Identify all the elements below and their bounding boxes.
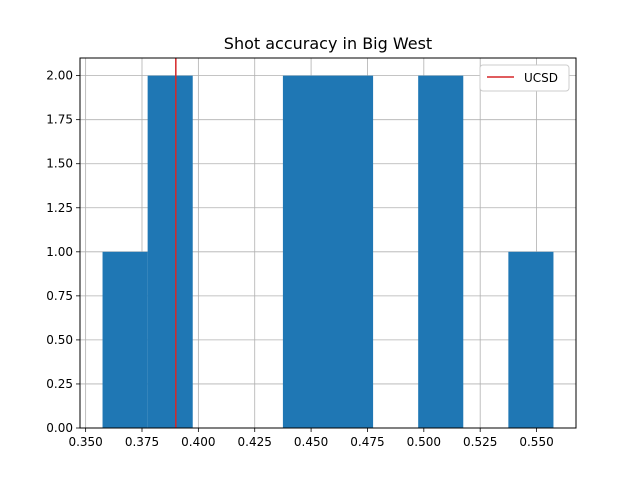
x-axis-ticks: 0.350 0.375 0.400 0.425 0.450 0.475 0.500 0.525… [68, 428, 554, 449]
histogram-bar [418, 75, 464, 428]
y-tick-label: 0.25 [46, 377, 73, 391]
y-tick-label: 1.25 [46, 201, 73, 215]
histogram-bar [328, 75, 374, 428]
histogram-bar [102, 251, 148, 428]
legend-box [479, 64, 570, 92]
x-tick-label: 0.450 [294, 435, 328, 449]
bars-layer [102, 75, 554, 428]
histogram-bar [147, 75, 193, 428]
x-tick-label: 0.400 [181, 435, 215, 449]
plot-frame [79, 57, 577, 429]
chart-title: Shot accuracy in Big West [224, 34, 432, 53]
y-axis-ticks: 0.00 0.25 0.50 0.75 1.00 1.25 1.50 1.75 2.00 [46, 69, 80, 435]
x-tick-label: 0.425 [238, 435, 272, 449]
y-tick-label: 1.00 [46, 245, 73, 259]
x-tick-label: 0.550 [519, 435, 553, 449]
x-tick-label: 0.375 [125, 435, 159, 449]
y-tick-label: 0.75 [46, 289, 73, 303]
x-tick-label: 0.500 [407, 435, 441, 449]
legend: UCSD [479, 64, 570, 92]
y-tick-label: 2.00 [46, 69, 73, 83]
y-tick-label: 1.50 [46, 157, 73, 171]
legend-label-ucsd: UCSD [524, 71, 558, 85]
x-tick-label: 0.525 [463, 435, 497, 449]
y-tick-label: 0.00 [46, 421, 73, 435]
x-tick-label: 0.475 [350, 435, 384, 449]
histogram-bar [508, 251, 554, 428]
histogram-bar [282, 75, 328, 428]
x-tick-label: 0.350 [68, 435, 102, 449]
y-tick-label: 1.75 [46, 113, 73, 127]
y-tick-label: 0.50 [46, 333, 73, 347]
